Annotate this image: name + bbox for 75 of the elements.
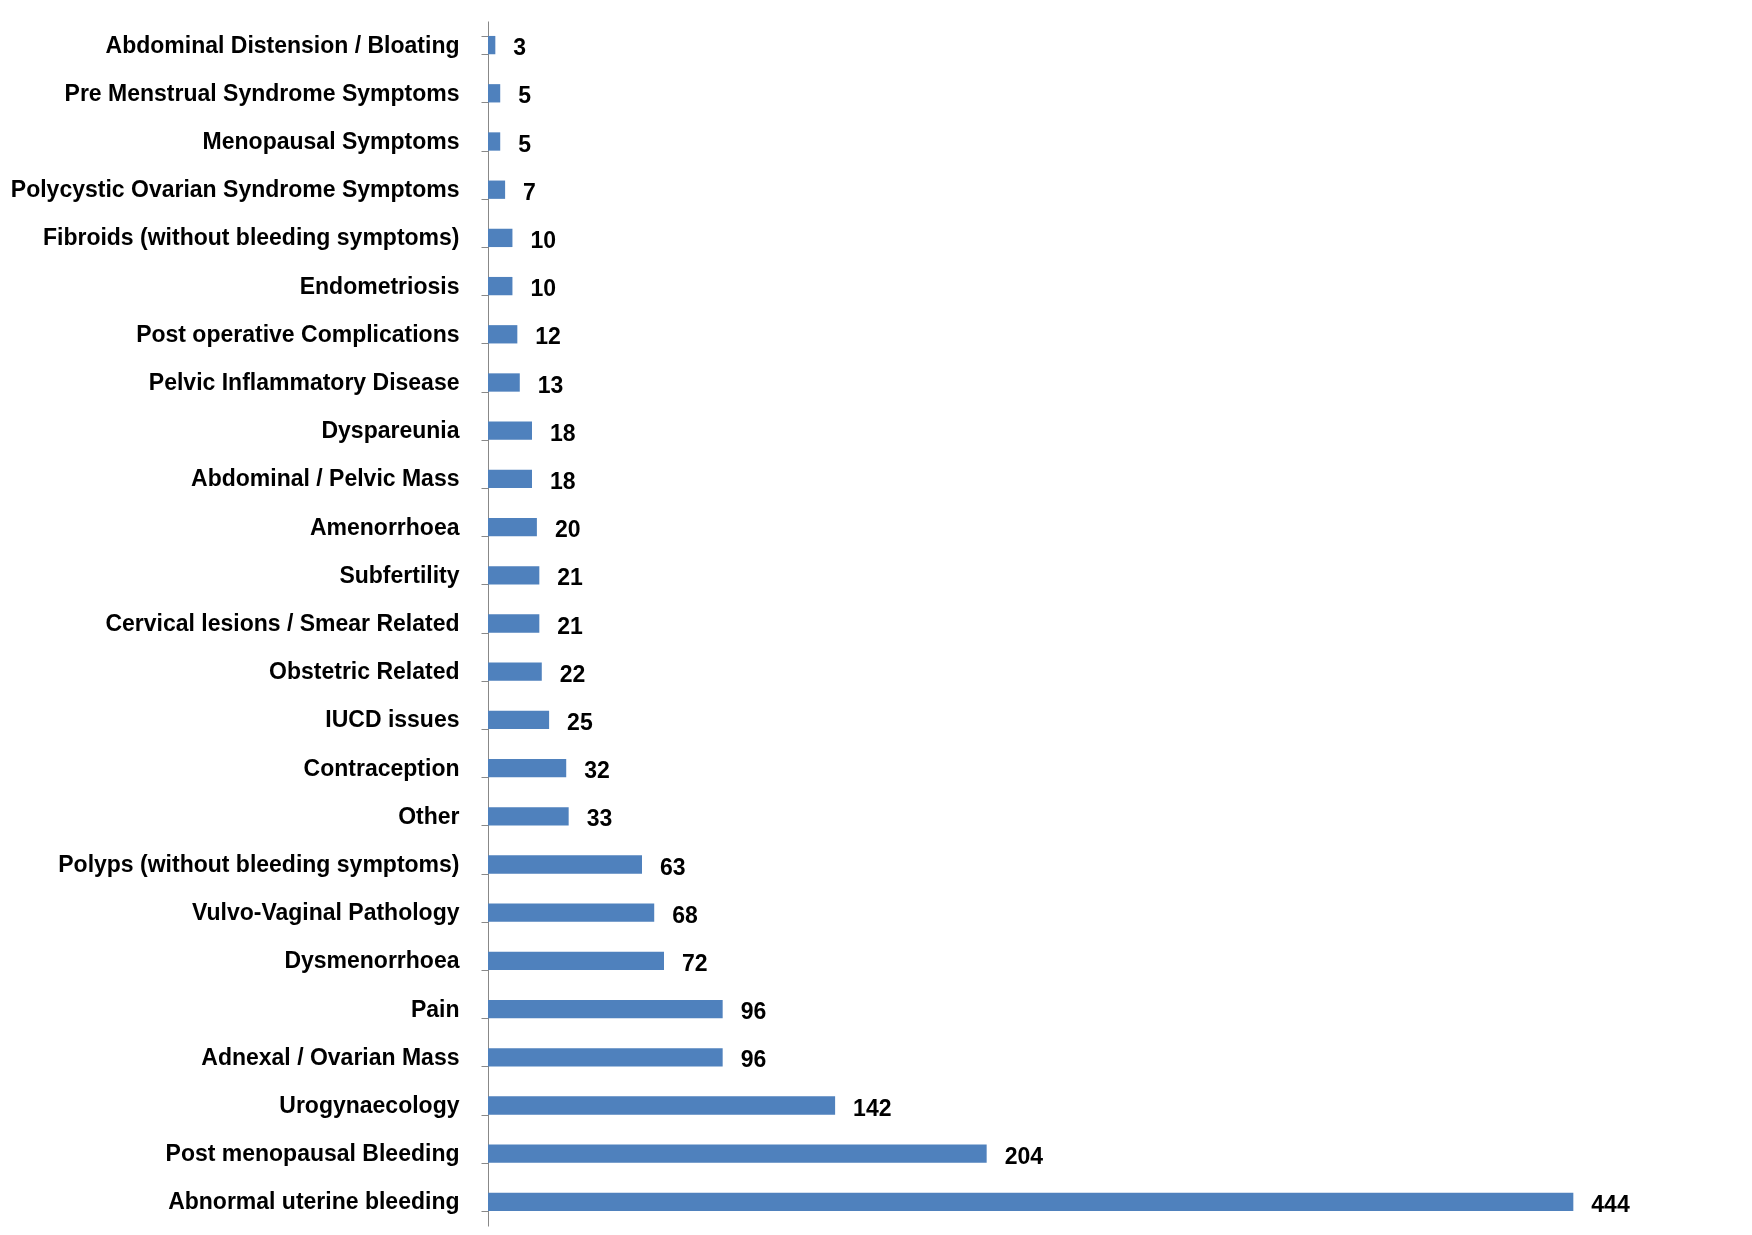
y-tick-label: Dyspareunia: [321, 417, 460, 444]
data-label: 68: [672, 901, 699, 928]
data-label: 18: [550, 419, 576, 446]
y-tick-label: Subfertility: [339, 561, 460, 588]
data-label: 32: [584, 757, 610, 784]
bar: [488, 758, 567, 778]
data-label: 5: [518, 130, 532, 157]
bar: [488, 710, 550, 730]
data-label: 18: [550, 467, 576, 494]
data-label: 21: [557, 564, 584, 591]
y-tick-label: Urogynaecology: [279, 1092, 460, 1118]
bar: [488, 566, 540, 585]
bar: [488, 180, 506, 199]
data-label: 21: [557, 612, 584, 639]
bar: [488, 469, 532, 489]
data-label: 96: [740, 998, 767, 1025]
y-tick-label: Pre Menstrual Syndrome Symptoms: [64, 79, 460, 106]
y-tick-label: Adnexal / Ovarian Mass: [201, 1043, 460, 1070]
data-label: 72: [682, 949, 708, 976]
data-label: 142: [853, 1094, 892, 1121]
data-label: 12: [535, 323, 561, 350]
data-label: 33: [586, 805, 613, 832]
bar: [488, 276, 513, 296]
y-tick-label: Abdominal Distension / Bloating: [105, 31, 460, 58]
data-label: 204: [1004, 1142, 1044, 1169]
y-tick-label: Vulvo-Vaginal Pathology: [191, 899, 460, 926]
data-label: 13: [537, 371, 564, 398]
bar: [488, 1048, 723, 1067]
bar: [488, 1144, 987, 1163]
bar: [488, 807, 569, 826]
data-label: 10: [530, 275, 557, 302]
bar: [488, 35, 496, 55]
data-label: 7: [523, 178, 536, 205]
y-tick-label: Menopausal Symptoms: [202, 128, 460, 154]
y-tick-label: Other: [398, 802, 460, 829]
y-tick-label: Polycystic Ovarian Syndrome Symptoms: [10, 176, 460, 203]
bar: [488, 1192, 1574, 1212]
data-label: 22: [559, 660, 586, 687]
data-label: 10: [530, 226, 557, 253]
y-tick-label: Post operative Complications: [136, 320, 460, 347]
bar: [488, 228, 513, 248]
y-tick-label: Fibroids (without bleeding symptoms): [42, 224, 460, 251]
data-label: 20: [554, 516, 581, 543]
data-label: 25: [567, 708, 593, 735]
bar: [488, 517, 537, 537]
y-tick-label: Dysmenorrhoea: [284, 947, 460, 974]
bar: [488, 1096, 836, 1115]
y-tick-label: Amenorrhoea: [309, 513, 460, 540]
y-tick-label: Contraception: [303, 754, 460, 781]
data-label: 96: [740, 1046, 767, 1073]
bar: [488, 662, 542, 681]
data-label: 444: [1591, 1190, 1630, 1217]
bar: [488, 421, 532, 440]
bar: [488, 325, 518, 344]
y-tick-label: Obstetric Related: [269, 658, 460, 685]
bar: [488, 951, 664, 971]
y-tick-label: Abnormal uterine bleeding: [168, 1188, 460, 1215]
y-tick-label: Polyps (without bleeding symptoms): [58, 851, 460, 877]
bar: [488, 373, 520, 392]
y-tick-label: Pain: [410, 995, 460, 1022]
data-label: 5: [518, 82, 532, 109]
bar: [488, 84, 501, 103]
bar: [488, 903, 655, 922]
y-tick-label: IUCD issues: [325, 706, 460, 733]
bar: [488, 999, 723, 1019]
bar: [488, 132, 501, 151]
bar: [488, 614, 540, 633]
y-tick-label: Cervical lesions / Smear Related: [105, 610, 460, 636]
bar: [488, 855, 642, 874]
data-label: 63: [660, 853, 686, 880]
y-tick-label: Pelvic Inflammatory Disease: [148, 369, 460, 395]
data-label: 3: [513, 34, 527, 61]
y-tick-label: Post menopausal Bleeding: [165, 1140, 460, 1167]
y-tick-label: Endometriosis: [299, 272, 460, 299]
y-tick-label: Abdominal / Pelvic Mass: [191, 465, 460, 492]
